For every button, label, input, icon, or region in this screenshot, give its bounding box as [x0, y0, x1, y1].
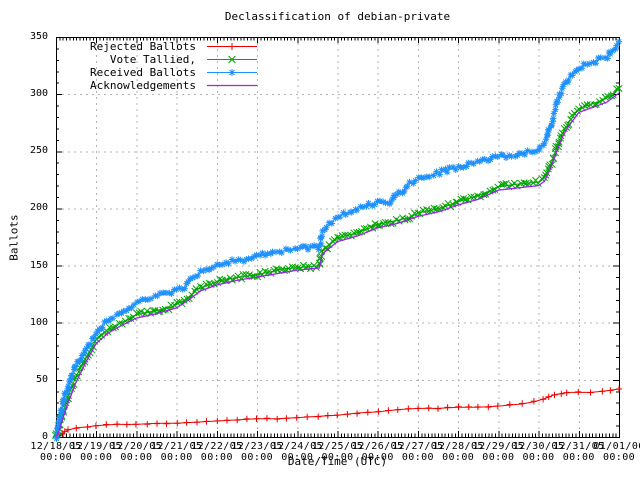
x-tick-label: 12/18/05 00:00: [30, 441, 82, 463]
series-received-ballots: [53, 38, 623, 442]
y-tick-label: 200: [29, 202, 48, 214]
x-tick-label: 12/26/05 00:00: [352, 441, 404, 463]
x-tick-label: 12/23/05 00:00: [231, 441, 283, 463]
x-tick-label: 12/28/05 00:00: [432, 441, 484, 463]
x-tick-label: 12/27/05 00:00: [392, 441, 444, 463]
y-tick-label: 50: [35, 373, 48, 385]
legend-sample-line: [207, 84, 257, 87]
received-ballots-markers: [53, 38, 623, 442]
legend-entry-acknowledgements: Acknowledgements: [58, 79, 260, 92]
x-axis-label: Date/Time (UTC): [287, 455, 388, 468]
x-tick-label: 12/21/05 00:00: [150, 441, 203, 463]
vote-tallied-markers: [51, 84, 623, 439]
x-tick-label: 12/20/05 00:00: [110, 441, 163, 463]
legend: Rejected Ballots Vote Tallied, Received Ba…: [58, 40, 260, 92]
x-tick-label: 12/22/05 00:00: [191, 441, 243, 463]
y-tick-label: 0: [41, 431, 48, 442]
axis-ticks: [56, 37, 620, 438]
series-acknowledgements: [55, 92, 620, 438]
legend-label: Received Ballots: [90, 66, 196, 79]
legend-sample-line: [207, 69, 257, 76]
y-tick-label: 350: [29, 31, 48, 42]
x-tick-label: 12/31/05 00:00: [553, 441, 605, 463]
x-tick-label: 12/19/05 00:00: [70, 441, 122, 463]
y-tick-label: 150: [29, 259, 48, 271]
legend-entry-received-ballots: Received Ballots: [58, 66, 260, 79]
series-rejected-ballots: [53, 385, 623, 441]
legend-entry-vote-tallied: Vote Tallied,: [58, 53, 260, 66]
x-tick-label: 12/25/05 00:00: [311, 441, 364, 463]
legend-label: Rejected Ballots: [90, 40, 196, 53]
chart-title: Declassification of debian-private: [224, 10, 451, 23]
x-tick-label: 01/01/06 00:00: [593, 441, 640, 463]
x-tick-label: 12/30/05 00:00: [512, 441, 565, 463]
legend-label: Vote Tallied,: [109, 53, 196, 66]
series-vote-tallied: [51, 84, 623, 439]
x-tick-label: 12/29/05 00:00: [472, 441, 525, 463]
y-tick-label: 250: [29, 145, 48, 157]
y-tick-label: 300: [29, 88, 48, 100]
y-tick-label: 100: [29, 316, 48, 328]
legend-sample-line: [207, 55, 257, 64]
plot-border: [56, 37, 620, 438]
legend-entry-rejected-ballots: Rejected Ballots: [58, 40, 260, 53]
x-tick-label: 12/24/05 00:00: [271, 441, 323, 463]
legend-label: Acknowledgements: [90, 79, 196, 92]
legend-sample-line: [207, 43, 257, 50]
